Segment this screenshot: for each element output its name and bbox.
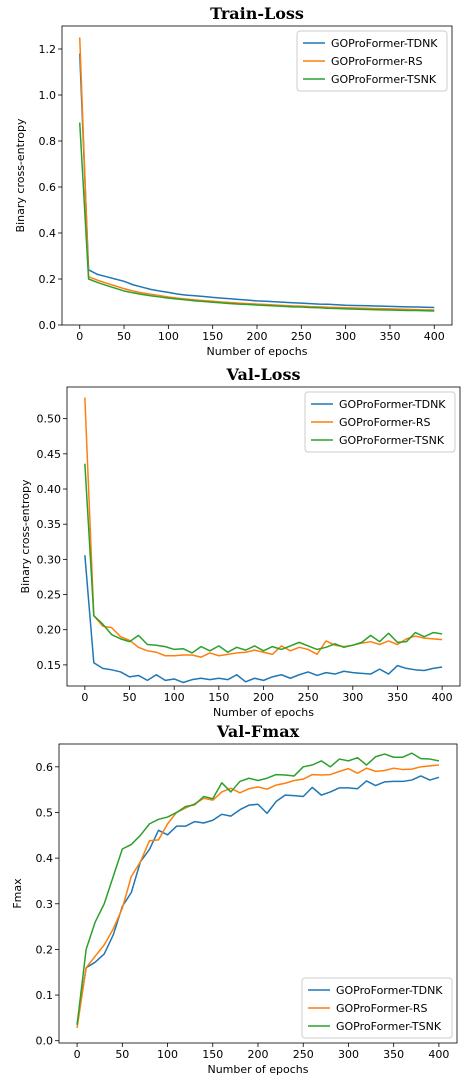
x-tick-label: 50 — [115, 1048, 129, 1061]
x-tick-label: 150 — [202, 1048, 223, 1061]
x-tick-label: 100 — [157, 1048, 178, 1061]
x-tick-label: 150 — [208, 691, 229, 704]
legend-label: GOProFormer-RS — [331, 55, 423, 68]
chart-title: Val-Loss — [226, 365, 301, 384]
series-line-1 — [76, 775, 440, 1025]
y-tick-label: 0.6 — [36, 761, 54, 774]
y-tick-label: 0.5 — [36, 806, 54, 819]
y-tick-label: 0.20 — [37, 624, 62, 637]
y-axis-label: Binary cross-entropy — [19, 479, 32, 593]
x-tick-label: 250 — [291, 330, 312, 343]
legend-label: GOProFormer-RS — [339, 416, 431, 429]
series-line-2 — [84, 397, 443, 658]
x-tick-label: 100 — [158, 330, 179, 343]
x-tick-label: 400 — [432, 691, 453, 704]
legend: GOProFormer-TDNK GOProFormer-RS GOProForme… — [296, 30, 448, 92]
legend-box — [301, 977, 453, 1039]
legend-label: GOProFormer-TSNK — [339, 434, 445, 447]
x-axis-label: Number of epochs — [206, 345, 307, 358]
x-tick-label: 250 — [293, 1048, 314, 1061]
x-tick-label: 400 — [428, 1048, 449, 1061]
y-tick-label: 0.2 — [39, 273, 57, 286]
x-axis-label: Number of epochs — [207, 1063, 308, 1076]
legend: GOProFormer-TDNK GOProFormer-RS GOProForme… — [304, 391, 456, 453]
series-line-2 — [76, 764, 439, 1029]
x-tick-label: 400 — [424, 330, 445, 343]
y-tick-label: 0.0 — [39, 319, 57, 332]
x-tick-label: 50 — [123, 691, 137, 704]
x-tick-label: 50 — [117, 330, 131, 343]
y-tick-label: 0.6 — [39, 181, 57, 194]
y-tick-label: 0.45 — [37, 448, 62, 461]
plot-area — [84, 397, 443, 684]
legend-label: GOProFormer-RS — [336, 1002, 428, 1015]
legend-box — [296, 30, 448, 92]
y-tick-label: 0.3 — [36, 898, 54, 911]
y-tick-label: 0.8 — [39, 135, 57, 148]
plot-area — [76, 752, 440, 1029]
x-tick-label: 100 — [164, 691, 185, 704]
y-tick-label: 0.25 — [37, 589, 62, 602]
x-tick-label: 0 — [81, 691, 88, 704]
x-tick-label: 150 — [202, 330, 223, 343]
x-tick-label: 300 — [342, 691, 363, 704]
x-tick-label: 350 — [379, 330, 400, 343]
series-line-1 — [84, 555, 443, 684]
series-line-3 — [78, 122, 435, 312]
plot-area — [78, 37, 435, 312]
series-line-1 — [78, 53, 435, 309]
series-line-2 — [78, 37, 435, 311]
chart-3: Val-Fmax 0 50 100 150 200 250 300 350 400 0.0 0.1 0.… — [11, 722, 458, 1076]
x-tick-label: 300 — [338, 1048, 359, 1061]
legend-box — [304, 391, 456, 453]
series-line-3 — [76, 752, 440, 1025]
y-tick-label: 0.35 — [37, 518, 62, 531]
legend-label: GOProFormer-TDNK — [339, 398, 446, 411]
y-tick-label: 0.1 — [36, 989, 54, 1002]
x-tick-label: 350 — [387, 691, 408, 704]
x-tick-label: 200 — [247, 330, 268, 343]
x-tick-label: 250 — [298, 691, 319, 704]
y-tick-label: 0.40 — [37, 483, 62, 496]
legend-label: GOProFormer-TSNK — [331, 73, 437, 86]
chart-title: Val-Fmax — [216, 722, 300, 741]
x-tick-label: 200 — [248, 1048, 269, 1061]
series-line-3 — [84, 463, 443, 654]
legend-label: GOProFormer-TDNK — [336, 984, 443, 997]
y-tick-label: 1.0 — [39, 89, 57, 102]
chart-2: Val-Loss 0 50 100 150 200 250 300 350 400 0.15 0.20… — [19, 365, 461, 719]
y-tick-label: 0.2 — [36, 943, 54, 956]
y-tick-label: 0.50 — [37, 413, 62, 426]
y-tick-label: 0.4 — [36, 852, 54, 865]
x-axis-label: Number of epochs — [213, 706, 314, 719]
legend-label: GOProFormer-TSNK — [336, 1020, 442, 1033]
x-tick-label: 0 — [74, 1048, 81, 1061]
y-tick-label: 0.30 — [37, 553, 62, 566]
legend-label: GOProFormer-TDNK — [331, 37, 438, 50]
legend: GOProFormer-TDNK GOProFormer-RS GOProForme… — [301, 977, 453, 1039]
y-axis-label: Binary cross-entropy — [14, 118, 27, 232]
x-tick-label: 300 — [335, 330, 356, 343]
y-tick-label: 0.4 — [39, 227, 57, 240]
chart-title: Train-Loss — [210, 4, 304, 23]
y-tick-label: 1.2 — [39, 43, 57, 56]
x-tick-label: 200 — [253, 691, 274, 704]
x-tick-label: 0 — [76, 330, 83, 343]
y-tick-label: 0.0 — [36, 1035, 54, 1048]
y-axis-label: Fmax — [11, 878, 24, 909]
chart-1: Train-Loss 0 50 100 150 200 250 300 350 400 0.0 0.2… — [14, 4, 453, 358]
y-tick-label: 0.15 — [37, 659, 62, 672]
x-tick-label: 350 — [383, 1048, 404, 1061]
